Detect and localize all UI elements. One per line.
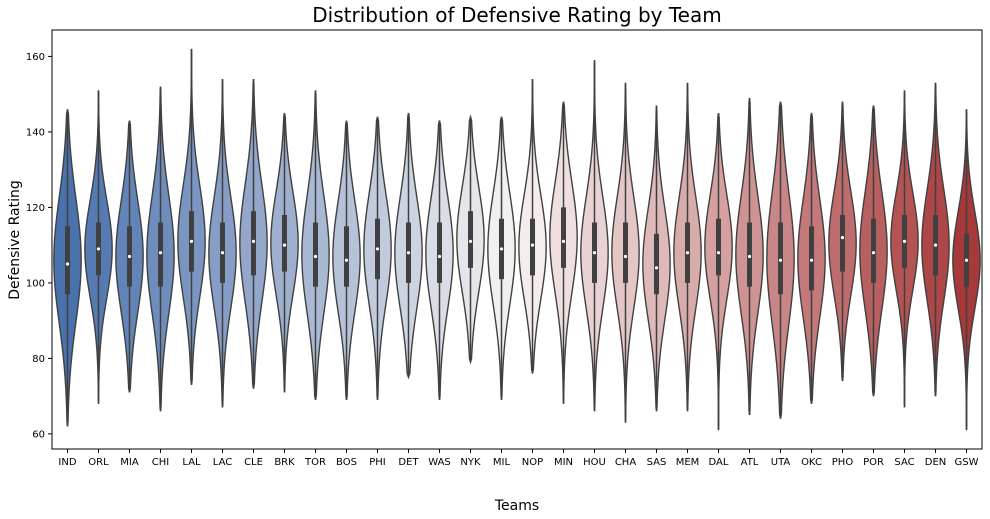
violin-iqr-box	[871, 218, 876, 283]
violin-median-dot	[592, 251, 597, 255]
violin-median-dot	[530, 243, 535, 247]
y-axis: 60 80 100 120 140 160	[26, 52, 52, 440]
y-tick-label: 100	[26, 278, 45, 289]
violin-iqr-box	[313, 222, 318, 287]
violin-median-dot	[344, 258, 349, 262]
violin-iqr-box	[809, 226, 814, 291]
x-tick-label: WAS	[428, 457, 451, 468]
violin-median-dot	[964, 258, 969, 262]
x-tick-label: LAL	[182, 457, 201, 468]
violin-median-dot	[871, 251, 876, 255]
x-tick-label: CHA	[615, 457, 637, 468]
y-tick-label: 80	[32, 354, 45, 365]
violin-iqr-box	[158, 222, 163, 287]
y-tick-label: 120	[26, 203, 45, 214]
x-axis: IND ORL MIA CHI LAL LAC CLE BRK TOR BOS PHI DET WAS N…	[58, 449, 979, 468]
violin-iqr-box	[437, 222, 442, 283]
x-tick-label: CHI	[152, 457, 169, 468]
x-tick-label: PHI	[369, 457, 386, 468]
x-tick-label: SAS	[647, 457, 667, 468]
violin-median-dot	[375, 247, 380, 251]
violin-iqr-box	[282, 214, 287, 272]
violin-median-dot	[561, 239, 566, 243]
violin-median-dot	[716, 251, 721, 255]
x-tick-label: CLE	[244, 457, 263, 468]
violin-median-dot	[127, 254, 132, 259]
violin-iqr-box	[840, 214, 845, 272]
x-tick-label: ORL	[88, 457, 109, 468]
violin-median-dot	[685, 251, 690, 255]
violin-iqr-box	[344, 226, 349, 287]
violin-plot-area	[53, 48, 981, 431]
violin-median-dot	[778, 258, 783, 262]
violin-median-dot	[654, 266, 659, 270]
x-tick-label: POR	[863, 457, 884, 468]
violin-iqr-box	[468, 211, 473, 268]
x-tick-label: SAC	[894, 457, 914, 468]
violin-median-dot	[840, 236, 845, 240]
y-axis-label: Defensive Rating	[7, 180, 23, 299]
x-tick-label: BOS	[336, 457, 357, 468]
violin-iqr-box	[65, 226, 70, 295]
x-tick-label: NOP	[522, 457, 543, 468]
violin-median-dot	[933, 243, 938, 247]
violin-iqr-box	[778, 222, 783, 295]
violin-median-dot	[251, 239, 256, 243]
x-tick-label: UTA	[771, 457, 791, 468]
x-tick-label: IND	[58, 457, 76, 468]
violin-median-dot	[189, 239, 194, 243]
violin-iqr-box	[561, 207, 566, 268]
violin-median-dot	[747, 254, 752, 259]
violin-median-dot	[65, 262, 70, 266]
violin-median-dot	[406, 251, 411, 255]
x-tick-label: DEN	[925, 457, 947, 468]
violin-iqr-box	[654, 233, 659, 295]
violin-median-dot	[468, 239, 473, 243]
x-tick-label: NYK	[460, 457, 481, 468]
x-tick-label: MIL	[493, 457, 511, 468]
violin-median-dot	[499, 247, 504, 251]
x-tick-label: TOR	[304, 457, 326, 468]
violin-median-dot	[158, 251, 163, 255]
chart-title: Distribution of Defensive Rating by Team	[312, 3, 721, 27]
violin-median-dot	[220, 251, 225, 255]
violin-iqr-box	[251, 211, 256, 276]
violin-iqr-box	[747, 222, 752, 287]
x-tick-label: BRK	[274, 457, 295, 468]
violin-median-dot	[437, 254, 442, 259]
violin-iqr-box	[716, 218, 721, 276]
x-tick-label: HOU	[583, 457, 606, 468]
y-tick-label: 140	[26, 127, 45, 138]
x-tick-label: GSW	[955, 457, 979, 468]
x-tick-label: LAC	[213, 457, 232, 468]
y-tick-label: 160	[26, 52, 45, 63]
x-tick-label: MIA	[120, 457, 139, 468]
violin-iqr-box	[530, 218, 535, 276]
x-tick-label: DET	[398, 457, 419, 468]
violin-median-dot	[902, 239, 907, 243]
y-tick-label: 60	[32, 429, 45, 440]
x-tick-label: ATL	[741, 457, 759, 468]
x-axis-label: Teams	[494, 498, 539, 514]
x-tick-label: OKC	[801, 457, 822, 468]
x-tick-label: MIN	[554, 457, 573, 468]
violin-iqr-box	[623, 222, 628, 283]
violin-median-dot	[282, 243, 287, 247]
violin-median-dot	[313, 254, 318, 259]
x-tick-label: PHO	[832, 457, 854, 468]
plot-frame	[51, 29, 983, 450]
x-tick-label: DAL	[709, 457, 729, 468]
violin-median-dot	[623, 254, 628, 259]
violin-median-dot	[809, 258, 814, 262]
violin-median-dot	[96, 247, 101, 251]
x-tick-label: MEM	[676, 457, 700, 468]
